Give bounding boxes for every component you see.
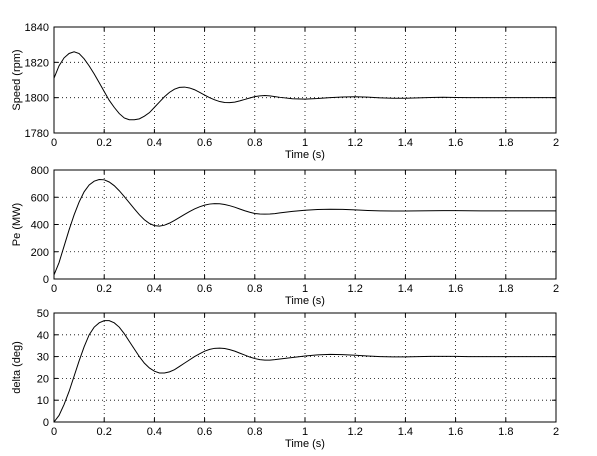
x-axis-label: Time (s) (285, 438, 325, 450)
y-tick-label: 800 (31, 165, 49, 177)
series-line (53, 179, 556, 276)
y-tick-label: 40 (37, 330, 49, 342)
y-tick-label: 1840 (25, 22, 49, 34)
x-tick-label: 0 (51, 283, 57, 295)
x-tick-label: 0.4 (147, 426, 162, 438)
x-tick-label: 0.8 (247, 426, 262, 438)
y-axis-label: delta (deg) (11, 341, 23, 394)
x-axis-label: Time (s) (285, 295, 325, 307)
x-tick-label: 1.2 (348, 426, 363, 438)
y-axis-label: Speed (rpm) (11, 49, 23, 110)
x-tick-label: 0.8 (247, 283, 262, 295)
x-tick-label: 2 (553, 137, 559, 149)
x-tick-label: 0.6 (197, 283, 212, 295)
x-tick-label: 0 (51, 426, 57, 438)
x-tick-label: 1.2 (348, 137, 363, 149)
x-axis-label: Time (s) (285, 149, 325, 161)
chart-panel-1: 0 0.2 0.4 0.6 0.8 1 1.2 1.4 1.6 1.8 2 1780 1800 1820 1… (11, 22, 559, 161)
x-tick-label: 0.2 (97, 283, 112, 295)
series-line (53, 320, 556, 423)
plot-frame (53, 312, 557, 423)
x-tick-label: 1.8 (498, 283, 513, 295)
x-tick-label: 1.6 (448, 426, 463, 438)
x-tick-label: 0.6 (197, 137, 212, 149)
y-axis-label: Pe (MW) (11, 203, 23, 246)
x-tick-label: 1.8 (498, 137, 513, 149)
x-tick-label: 0.4 (147, 137, 162, 149)
y-tick-label: 1780 (25, 128, 49, 140)
x-tick-label: 0.6 (197, 426, 212, 438)
x-tick-label: 1 (302, 283, 308, 295)
y-tick-label: 10 (37, 395, 49, 407)
series-line (53, 51, 556, 121)
x-tick-label: 0.2 (97, 137, 112, 149)
x-tick-label: 0.4 (147, 283, 162, 295)
x-tick-label: 0.2 (97, 426, 112, 438)
x-tick-label: 1.2 (348, 283, 363, 295)
x-tick-label: 1 (302, 137, 308, 149)
x-tick-label: 1.6 (448, 137, 463, 149)
chart-panel-2: 0 0.2 0.4 0.6 0.8 1 1.2 1.4 1.6 1.8 2 0 200 400 600 800… (11, 165, 559, 307)
x-tick-label: 2 (553, 426, 559, 438)
y-tick-label: 50 (37, 308, 49, 320)
x-tick-label: 0.8 (247, 137, 262, 149)
y-tick-label: 0 (43, 417, 49, 429)
y-tick-label: 1820 (25, 57, 49, 69)
x-tick-label: 2 (553, 283, 559, 295)
x-tick-label: 1.6 (448, 283, 463, 295)
chart-panel-3: 0 0.2 0.4 0.6 0.8 1 1.2 1.4 1.6 1.8 201020304050Ti… (11, 308, 559, 450)
y-tick-label: 30 (37, 352, 49, 364)
y-tick-label: 600 (31, 192, 49, 204)
x-tick-label: 1.4 (398, 426, 413, 438)
y-tick-label: 20 (37, 373, 49, 385)
y-tick-label: 1800 (25, 93, 49, 105)
x-tick-label: 1 (302, 426, 308, 438)
y-tick-label: 400 (31, 220, 49, 232)
x-tick-label: 1.4 (398, 283, 413, 295)
x-tick-label: 0 (51, 137, 57, 149)
y-tick-label: 200 (31, 247, 49, 259)
x-tick-label: 1.4 (398, 137, 413, 149)
y-tick-label: 0 (43, 274, 49, 286)
x-tick-label: 1.8 (498, 426, 513, 438)
